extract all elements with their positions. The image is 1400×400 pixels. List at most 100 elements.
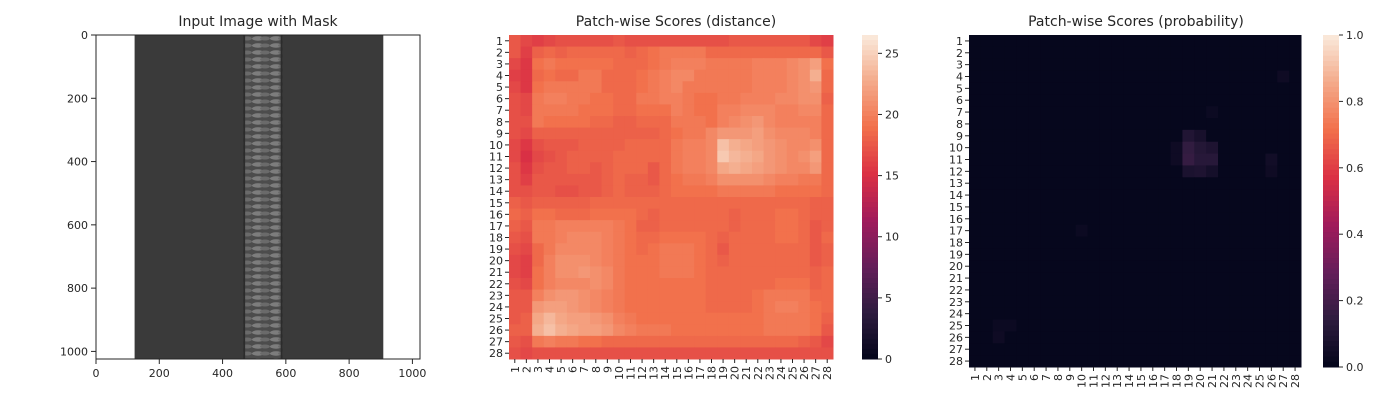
- colorbar-segment: [862, 55, 878, 61]
- heatmap-cell: [1229, 343, 1243, 356]
- heatmap-cell: [763, 301, 776, 314]
- heatmap-cell: [1146, 58, 1160, 72]
- heatmap-cell: [647, 312, 660, 325]
- heatmap-cell: [543, 231, 556, 244]
- heatmap-cell: [636, 46, 649, 59]
- heatmap-cell: [694, 185, 707, 198]
- y-tick-label: 18: [949, 237, 963, 250]
- heatmap-cell: [1135, 141, 1148, 155]
- heatmap-cell: [636, 185, 649, 198]
- heatmap-cell: [1063, 201, 1077, 214]
- heatmap-cell: [728, 324, 741, 337]
- heatmap-cell: [520, 324, 533, 337]
- heatmap-cell: [980, 94, 994, 107]
- heatmap-cell: [1170, 58, 1183, 72]
- heatmap-cell: [624, 162, 637, 175]
- heatmap-cell: [1206, 153, 1219, 166]
- x-tick-label: 18: [1171, 374, 1184, 388]
- heatmap-cell: [636, 104, 649, 117]
- y-tick-label: 28: [949, 355, 963, 368]
- heatmap-cell: [798, 173, 811, 186]
- heatmap-cell: [1218, 260, 1231, 273]
- heatmap-cell: [1253, 343, 1266, 356]
- heatmap-cell: [1206, 46, 1219, 60]
- heatmap-cell: [752, 35, 765, 48]
- heatmap-cell: [1194, 212, 1207, 226]
- heatmap-cell: [578, 116, 591, 129]
- heatmap-cell: [821, 324, 834, 337]
- heatmap-cell: [636, 278, 649, 291]
- heatmap-cell: [1265, 82, 1278, 95]
- heatmap-cell: [1206, 94, 1219, 107]
- colorbar-segment: [1323, 299, 1339, 306]
- heatmap-cell: [1206, 224, 1219, 238]
- heatmap-cell: [763, 69, 776, 82]
- heatmap-cell: [671, 162, 684, 175]
- colorbar-segment: [862, 197, 878, 203]
- heatmap-cell: [1277, 236, 1290, 249]
- heatmap-cell: [647, 116, 660, 129]
- heatmap-cell: [1206, 355, 1219, 368]
- heatmap-cell: [717, 254, 730, 267]
- colorbar-segment: [862, 156, 878, 163]
- heatmap-cell: [992, 307, 1006, 321]
- colorbar-segment: [1323, 325, 1339, 332]
- heatmap-cell: [1194, 307, 1207, 321]
- heatmap-cell: [1194, 70, 1207, 83]
- heatmap-cell: [566, 335, 579, 348]
- x-tick-label: 5: [555, 366, 568, 373]
- heatmap-cell: [590, 312, 603, 325]
- colorbar-segment: [862, 247, 878, 254]
- heatmap-cell: [809, 104, 822, 117]
- x-tick-label: 14: [659, 366, 672, 380]
- heatmap-cell: [992, 58, 1006, 72]
- heatmap-cell: [520, 69, 533, 82]
- heatmap-cell: [775, 46, 788, 59]
- heatmap-cell: [578, 243, 591, 256]
- heatmap-cell: [1194, 355, 1207, 368]
- x-tick-label: 17: [1159, 374, 1172, 388]
- heatmap-cell: [980, 118, 994, 131]
- heatmap-cell: [1146, 35, 1160, 48]
- y-tick-label: 5: [496, 81, 503, 94]
- heatmap-cell: [798, 254, 811, 267]
- heatmap-cell: [1277, 189, 1290, 202]
- heatmap-cell: [740, 150, 753, 163]
- colorbar-segment: [1323, 169, 1339, 176]
- heatmap-cell: [1111, 343, 1124, 356]
- heatmap-cell: [1063, 35, 1077, 48]
- heatmap-cell: [775, 231, 788, 244]
- heatmap-cell: [659, 139, 672, 152]
- heatmap-cell: [590, 243, 603, 256]
- heatmap-cell: [1253, 272, 1266, 285]
- colorbar-segment: [862, 176, 878, 183]
- heatmap-cell: [555, 324, 568, 337]
- colorbar-segment: [1323, 289, 1339, 295]
- heatmap-cell: [705, 335, 718, 348]
- heatmap-cell: [601, 150, 614, 163]
- heatmap-cell: [809, 266, 822, 279]
- heatmap-cell: [1052, 82, 1065, 95]
- heatmap-cell: [509, 266, 522, 279]
- heatmap-cell: [1016, 129, 1029, 143]
- heatmap-cell: [705, 278, 718, 291]
- heatmap-cell: [786, 150, 799, 163]
- heatmap-cell: [1111, 58, 1124, 72]
- heatmap-cell: [1253, 165, 1266, 178]
- heatmap-cell: [520, 173, 533, 186]
- heatmap-cell: [1111, 35, 1124, 48]
- heatmap-cell: [1194, 165, 1207, 178]
- colorbar-segment: [862, 65, 878, 71]
- heatmap-cell: [1099, 343, 1112, 356]
- heatmap-cell: [647, 347, 660, 360]
- heatmap-cell: [821, 150, 834, 163]
- heatmap-cell: [671, 220, 684, 233]
- heatmap-cell: [752, 81, 765, 94]
- heatmap-cell: [775, 185, 788, 198]
- colorbar-tick-label: 1.0: [1346, 29, 1364, 42]
- heatmap-cell: [969, 343, 982, 356]
- heatmap-cell: [980, 153, 994, 166]
- heatmap-cell: [659, 173, 672, 186]
- heatmap-cell: [590, 301, 603, 314]
- heatmap-cell: [1229, 129, 1243, 143]
